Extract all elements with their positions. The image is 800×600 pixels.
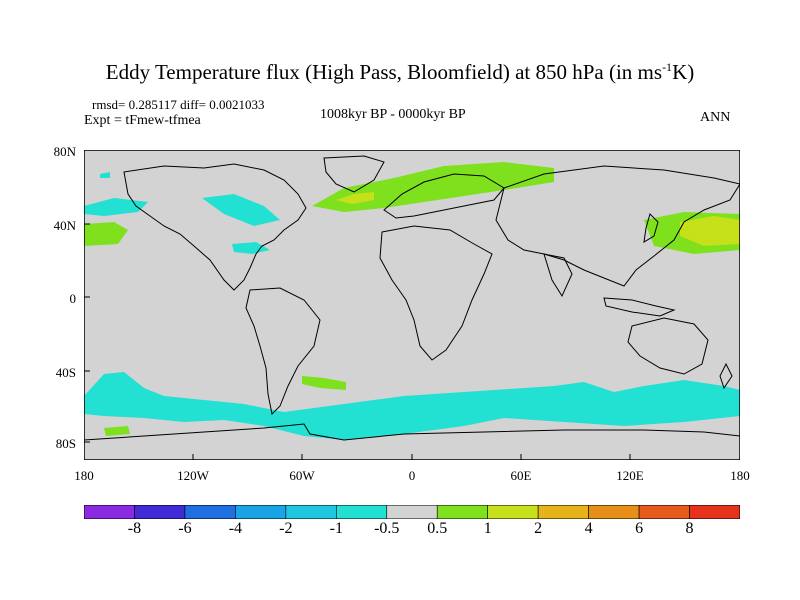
- title-sup: -1: [662, 60, 673, 74]
- coast-africa: [379, 225, 493, 361]
- title-tail: K): [672, 60, 695, 84]
- x-tick-0: 0: [408, 468, 416, 483]
- coast-indonesia: [603, 297, 676, 317]
- expt-label: Expt = tFmew-tfmea: [84, 113, 201, 128]
- coast-india: [543, 253, 573, 298]
- stats-label: rmsd= 0.285117 diff= 0.0021033: [92, 97, 265, 112]
- coast-australia: [627, 317, 709, 375]
- colorbar-cell: [386, 505, 438, 519]
- anomaly-southern-ocean: [84, 372, 740, 440]
- map-ticks: [84, 150, 631, 460]
- colorbar-cell: [588, 505, 640, 519]
- colorbar-cell: [235, 505, 287, 519]
- coastlines: [84, 155, 740, 441]
- anomaly-north-pacific-core: [680, 216, 740, 246]
- colorbar-label: -6: [178, 520, 192, 537]
- colorbar-cell: [689, 505, 740, 519]
- colorbar-cell: [184, 505, 236, 519]
- colorbar-label: -2: [279, 520, 293, 537]
- colorbar-label: 4: [584, 520, 593, 537]
- anomaly-north-america-west: [202, 194, 280, 226]
- coast-new-zealand: [719, 362, 733, 390]
- colorbar-cell: [336, 505, 388, 519]
- y-tick-40n: 40N: [53, 218, 76, 233]
- colorbar-label: 8: [685, 520, 694, 537]
- x-tick-120w: 120W: [177, 468, 209, 483]
- x-tick-60e: 60E: [510, 468, 532, 483]
- y-tick-40s: 40S: [55, 365, 76, 380]
- coast-antarctica: [84, 423, 740, 441]
- colorbar-cell: [537, 505, 589, 519]
- colorbar-label: -0.5: [374, 520, 400, 537]
- world-map: [84, 150, 740, 460]
- colorbar: [84, 505, 740, 519]
- anomaly-south-pacific-small: [104, 426, 130, 436]
- colorbar-cell: [436, 505, 488, 519]
- coast-south-america: [245, 287, 321, 416]
- anomaly-gulf: [232, 242, 270, 254]
- x-tick-120e: 120E: [616, 468, 644, 483]
- coast-japan: [643, 213, 659, 243]
- period-label: 1008kyr BP - 0000kyr BP: [320, 107, 466, 122]
- y-tick-80s: 80S: [55, 436, 76, 451]
- colorbar-label: 0.5: [427, 520, 448, 537]
- coast-north-america: [123, 163, 307, 291]
- coast-asia: [495, 165, 740, 287]
- x-tick-180w: 180: [74, 468, 94, 483]
- anomaly-dateline-north: [84, 222, 128, 246]
- anomaly-arctic-small: [100, 172, 110, 178]
- colorbar-cell: [285, 505, 337, 519]
- colorbar-cell: [638, 505, 690, 519]
- colorbar-label: 6: [635, 520, 644, 537]
- colorbar-label: -1: [329, 520, 343, 537]
- colorbar-cell: [487, 505, 539, 519]
- colorbar-label: -4: [228, 520, 243, 537]
- title-main: Eddy Temperature flux (High Pass, Bloomf…: [105, 60, 663, 84]
- anomaly-south-atlantic: [302, 376, 346, 390]
- colorbar-cells: [84, 505, 740, 519]
- anomaly-north-atlantic-core: [336, 192, 374, 204]
- season-label: ANN: [700, 110, 731, 125]
- y-tick-0: 0: [69, 291, 77, 306]
- coast-greenland: [323, 155, 385, 193]
- coast-europe: [383, 173, 505, 219]
- x-tick-180e: 180: [730, 468, 750, 483]
- y-tick-80n: 80N: [53, 144, 76, 159]
- colorbar-label: 1: [483, 520, 492, 537]
- colorbar-label: 2: [534, 520, 543, 537]
- x-tick-60w: 60W: [289, 468, 315, 483]
- anomaly-north-pacific-west: [84, 198, 148, 216]
- chart-title: Eddy Temperature flux (High Pass, Bloomf…: [0, 60, 800, 85]
- colorbar-label: -8: [127, 520, 142, 537]
- colorbar-cell: [134, 505, 186, 519]
- colorbar-cell: [84, 505, 135, 519]
